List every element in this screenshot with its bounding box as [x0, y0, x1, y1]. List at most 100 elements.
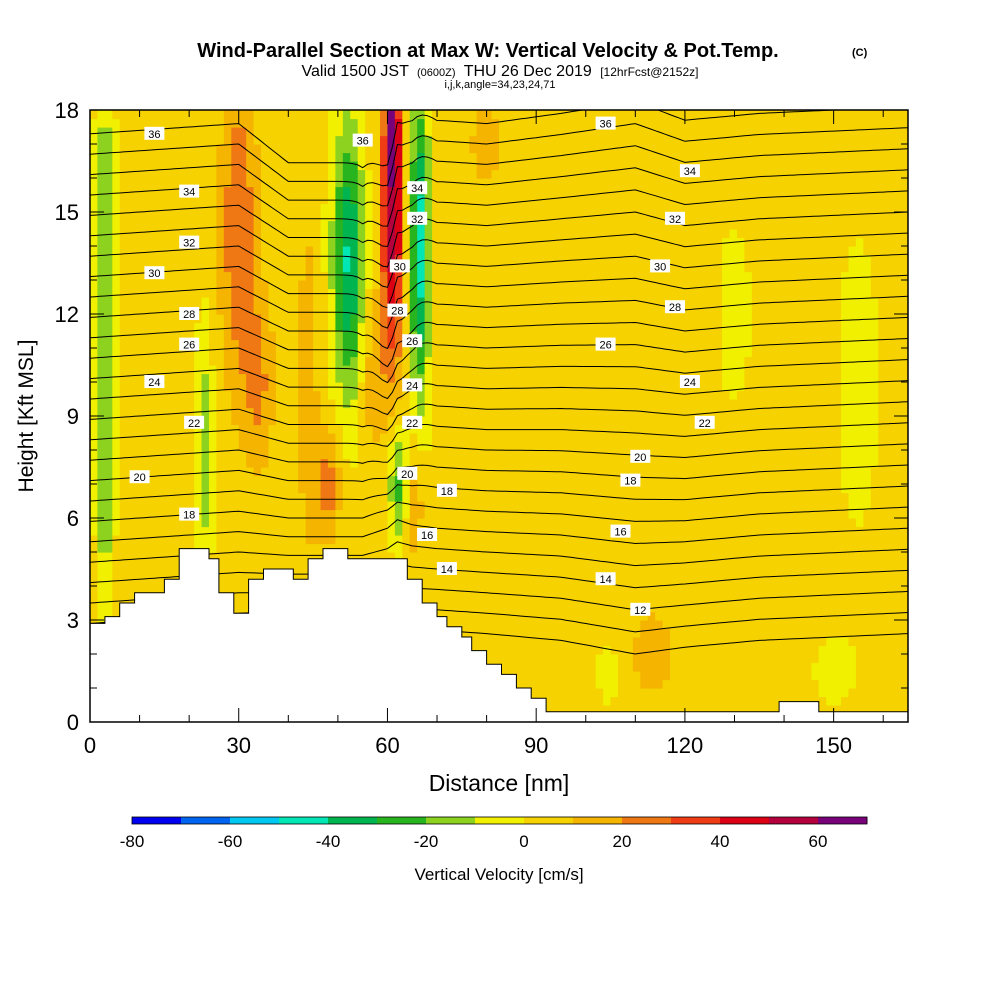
w-cell: [268, 552, 277, 562]
w-cell: [275, 229, 284, 239]
w-cell: [387, 169, 396, 179]
w-cell: [97, 543, 106, 553]
w-cell: [261, 382, 270, 392]
w-cell: [543, 118, 552, 128]
w-cell: [491, 339, 500, 349]
w-cell: [305, 484, 314, 494]
w-cell: [253, 161, 262, 171]
w-cell: [484, 297, 493, 307]
w-cell: [573, 365, 582, 375]
w-cell: [97, 254, 106, 264]
w-cell: [298, 399, 307, 409]
w-cell: [194, 263, 203, 273]
w-cell: [432, 586, 441, 596]
w-cell: [439, 543, 448, 553]
w-cell: [506, 322, 515, 332]
w-cell: [238, 135, 247, 145]
w-cell: [432, 407, 441, 417]
w-cell: [268, 433, 277, 443]
w-cell: [387, 501, 396, 511]
w-cell: [216, 118, 225, 128]
w-cell: [595, 220, 604, 230]
w-cell: [432, 246, 441, 256]
w-cell: [194, 348, 203, 358]
w-cell: [275, 220, 284, 230]
w-cell: [327, 186, 336, 196]
w-cell: [491, 424, 500, 434]
w-cell: [134, 356, 143, 366]
w-cell: [231, 467, 240, 477]
w-cell: [127, 552, 136, 562]
w-cell: [446, 212, 455, 222]
w-cell: [536, 679, 545, 689]
w-cell: [506, 535, 515, 545]
w-cell: [543, 382, 552, 392]
w-cell: [290, 280, 299, 290]
w-cell: [164, 305, 173, 315]
w-cell: [320, 195, 329, 205]
w-cell: [417, 305, 426, 315]
w-cell: [521, 288, 530, 298]
w-cell: [461, 271, 470, 281]
w-cell: [565, 169, 574, 179]
w-cell: [491, 441, 500, 451]
w-cell: [476, 127, 485, 137]
w-cell: [543, 280, 552, 290]
w-cell: [90, 237, 99, 247]
w-cell: [231, 518, 240, 528]
w-cell: [134, 169, 143, 179]
w-cell: [327, 348, 336, 358]
w-cell: [275, 433, 284, 443]
w-cell: [171, 305, 180, 315]
w-cell: [149, 450, 158, 460]
w-cell: [484, 654, 493, 664]
w-cell: [595, 373, 604, 383]
w-cell: [469, 254, 478, 264]
w-cell: [595, 169, 604, 179]
w-cell: [446, 118, 455, 128]
w-cell: [134, 203, 143, 213]
w-cell: [342, 263, 351, 273]
w-cell: [275, 237, 284, 247]
w-cell: [142, 518, 151, 528]
w-cell: [253, 280, 262, 290]
w-cell: [506, 339, 515, 349]
w-cell: [335, 135, 344, 145]
w-cell: [439, 603, 448, 613]
w-cell: [484, 509, 493, 519]
w-cell: [506, 509, 515, 519]
w-cell: [446, 246, 455, 256]
w-cell: [223, 586, 232, 596]
w-cell: [305, 424, 314, 434]
w-cell: [558, 237, 567, 247]
w-cell: [513, 118, 522, 128]
w-cell: [194, 280, 203, 290]
w-cell: [432, 178, 441, 188]
w-cell: [327, 526, 336, 536]
w-cell: [97, 382, 106, 392]
w-cell: [603, 662, 612, 672]
w-cell: [536, 475, 545, 485]
w-cell: [90, 348, 99, 358]
w-cell: [97, 603, 106, 613]
w-cell: [573, 526, 582, 536]
w-cell: [335, 288, 344, 298]
w-cell: [461, 186, 470, 196]
w-cell: [342, 475, 351, 485]
w-cell: [565, 441, 574, 451]
w-cell: [171, 169, 180, 179]
w-cell: [201, 246, 210, 256]
w-cell: [409, 305, 418, 315]
w-cell: [476, 195, 485, 205]
w-cell: [543, 458, 552, 468]
w-cell: [223, 407, 232, 417]
w-cell: [208, 186, 218, 196]
w-cell: [194, 271, 203, 281]
w-cell: [231, 152, 240, 162]
w-cell: [424, 161, 433, 171]
w-cell: [327, 144, 336, 154]
w-cell: [432, 569, 441, 579]
w-cell: [156, 144, 165, 154]
w-cell: [439, 195, 448, 205]
w-cell: [580, 280, 589, 290]
